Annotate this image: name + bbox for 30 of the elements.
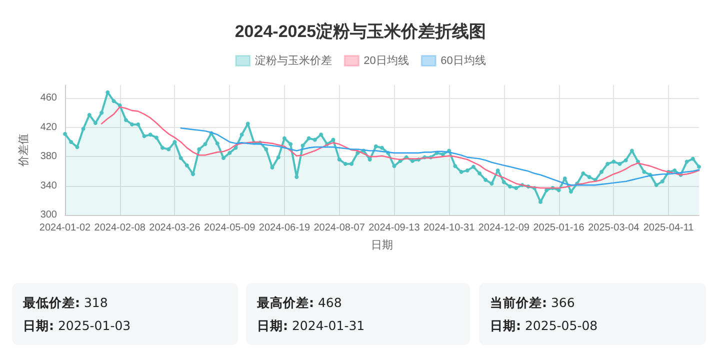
x-tick-label: 2024-08-07 [314,222,366,234]
text: 日期: 2024-01-31 [257,317,366,335]
y-tick-label: 300 [40,210,58,220]
x-axis-title: 日期 [371,240,393,252]
text: 日期: 2025-01-03 [23,317,132,335]
legend-label: 20日均线 [364,54,409,67]
x-tick-label: 2025-01-16 [533,222,585,234]
x-tick-label: 2024-12-09 [478,222,530,234]
y-tick-label: 420 [40,122,58,133]
y-tick-label: 460 [40,92,58,104]
text: 当前价差: 366 [490,294,576,312]
chart-title: 2024-2025淀粉与玉米价差折线图 [234,22,486,41]
x-tick-label: 2024-01-02 [39,222,92,234]
x-tick-label: 2024-09-13 [368,222,420,234]
x-tick-label: 2024-06-19 [258,222,310,234]
line-series [180,127,700,186]
x-tick-label: 2024-03-26 [149,222,201,234]
y-tick-label: 380 [40,151,58,162]
text: 最高价差: 468 [257,294,343,312]
x-tick-label: 2025-03-04 [588,222,640,234]
legend-label: 60日均线 [440,54,486,67]
text: 日期: 2025-05-08 [490,317,599,335]
legend-label: 淀粉与玉米价差 [254,54,332,67]
y-axis-title: 价差值 [18,134,30,168]
x-tick-label: 2024-02-08 [94,222,146,234]
x-tick-label: 2024-05-09 [204,222,256,234]
y-tick-label: 340 [40,180,58,192]
x-tick-label: 2025-04-11 [643,222,694,234]
x-tick-label: 2024-10-31 [423,222,476,234]
text: 最低价差: 318 [23,294,109,312]
